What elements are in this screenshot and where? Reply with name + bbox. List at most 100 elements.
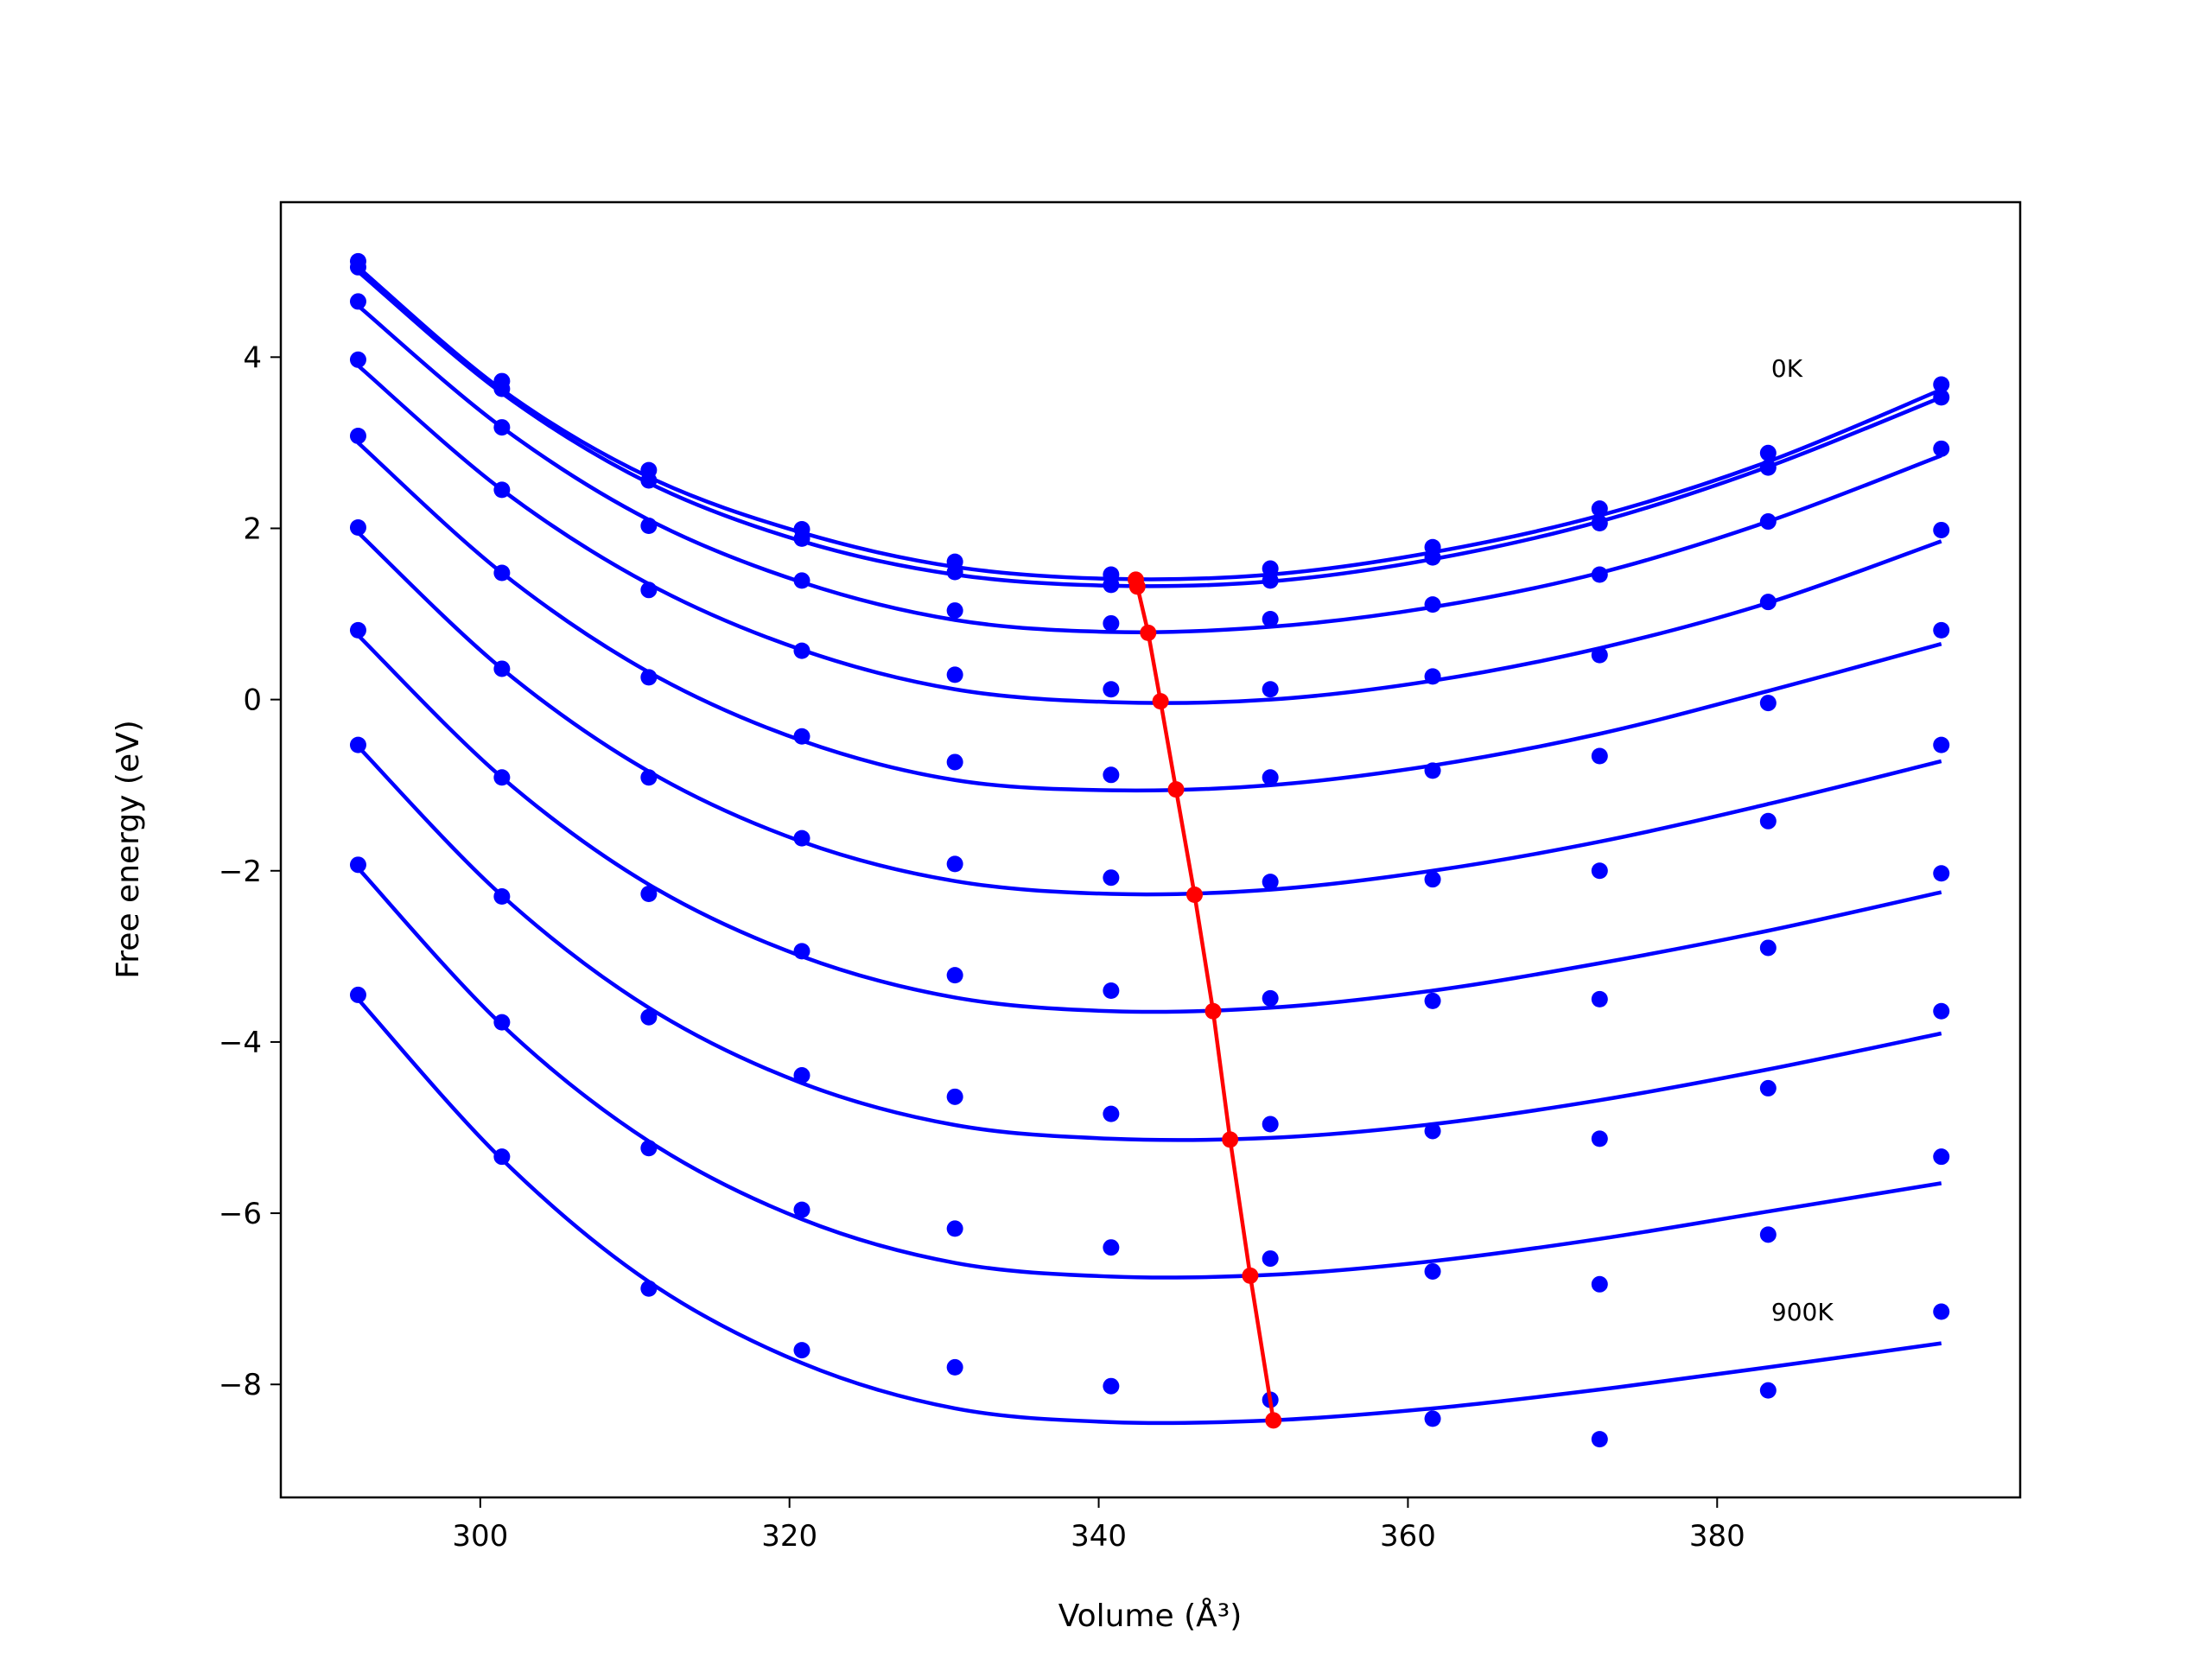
y-axis-label: Free energy (eV) [111, 720, 146, 979]
data-point [493, 1148, 511, 1166]
data-point [1424, 596, 1441, 613]
plot-frame [279, 200, 2022, 1499]
data-point [1591, 1431, 1608, 1448]
fit-curve [356, 997, 1942, 1426]
data-point [1424, 762, 1441, 779]
data-point [1759, 1226, 1777, 1243]
minimum-point [1222, 1131, 1239, 1148]
data-point [493, 419, 511, 436]
data-point [1591, 566, 1608, 583]
data-point [1591, 990, 1608, 1007]
data-point [493, 660, 511, 677]
data-point [349, 736, 366, 753]
data-point [1591, 1275, 1608, 1293]
data-point [1591, 1130, 1608, 1147]
data-point [1933, 389, 1950, 406]
x-axis-label: Volume (Å³) [1058, 1597, 1242, 1634]
data-point [349, 518, 366, 536]
data-point [1591, 646, 1608, 664]
data-point [1103, 681, 1120, 698]
data-point [1424, 1262, 1441, 1280]
data-point [493, 380, 511, 397]
data-point [1103, 766, 1120, 784]
data-point [1759, 1079, 1777, 1096]
data-point [349, 351, 366, 368]
data-point [1759, 1382, 1777, 1399]
data-point [793, 642, 810, 659]
data-point [1103, 1377, 1120, 1395]
data-point [349, 986, 366, 1003]
data-point [349, 258, 366, 276]
data-point [1103, 869, 1120, 887]
data-point [493, 564, 511, 582]
data-point [349, 293, 366, 310]
minimum-point [1152, 693, 1169, 710]
data-point [640, 1140, 658, 1157]
data-point [1591, 515, 1608, 532]
data-point [1424, 871, 1441, 888]
minimum-point [1167, 781, 1185, 798]
y-tick-label: −4 [219, 1026, 262, 1060]
x-tick-label: 340 [1071, 1519, 1127, 1554]
data-point [1262, 681, 1279, 698]
fit-curve [356, 745, 1942, 1142]
data-point [1103, 614, 1120, 632]
data-point [946, 753, 963, 771]
data-point [946, 602, 963, 620]
data-point [1759, 939, 1777, 957]
data-point [793, 830, 810, 847]
fit-curve [357, 265, 1942, 582]
fit-curve [356, 441, 1942, 793]
data-point [1424, 992, 1441, 1009]
data-point [1424, 1410, 1441, 1427]
fit-curve [356, 633, 1942, 1014]
data-point [1933, 1303, 1950, 1320]
data-point [1591, 862, 1608, 880]
data-point [1933, 376, 1950, 393]
data-point [1262, 1116, 1279, 1133]
data-point [946, 563, 963, 581]
data-point [1759, 695, 1777, 712]
y-tick-label: −2 [219, 855, 262, 889]
minimum-point [1185, 887, 1203, 904]
data-point [1933, 865, 1950, 882]
x-tick-label: 320 [761, 1519, 817, 1554]
data-point [946, 967, 963, 984]
data-point [793, 943, 810, 960]
data-point [1262, 769, 1279, 786]
data-point [640, 472, 658, 489]
data-point [946, 666, 963, 683]
data-point [1759, 459, 1777, 476]
data-point [1103, 982, 1120, 999]
data-point [1759, 812, 1777, 830]
data-point [793, 530, 810, 547]
data-point [1933, 1148, 1950, 1166]
data-point [493, 769, 511, 786]
data-point [1103, 1239, 1120, 1256]
minimum-point [1205, 1002, 1222, 1020]
y-tick-label: −8 [219, 1368, 262, 1402]
data-point [1933, 1002, 1950, 1020]
data-point [1424, 1122, 1441, 1140]
data-point [1933, 521, 1950, 538]
data-point [1103, 576, 1120, 594]
data-point [1262, 560, 1279, 577]
data-point [349, 621, 366, 639]
fit-curve [357, 304, 1942, 634]
data-point [1424, 668, 1441, 685]
fit-curve [356, 531, 1942, 897]
minimum-point [1128, 578, 1146, 595]
data-point [1262, 989, 1279, 1007]
fit-curve [356, 364, 1942, 705]
y-tick-label: −6 [219, 1197, 262, 1231]
data-point [793, 728, 810, 745]
data-point [640, 769, 658, 786]
data-point [349, 856, 366, 874]
data-point [1933, 621, 1950, 639]
y-tick-label: 4 [243, 340, 262, 375]
annotation: 0K [1771, 354, 1803, 383]
data-point [640, 582, 658, 599]
data-point [1759, 513, 1777, 531]
